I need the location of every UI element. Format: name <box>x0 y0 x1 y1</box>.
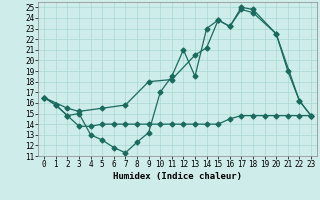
X-axis label: Humidex (Indice chaleur): Humidex (Indice chaleur) <box>113 172 242 181</box>
